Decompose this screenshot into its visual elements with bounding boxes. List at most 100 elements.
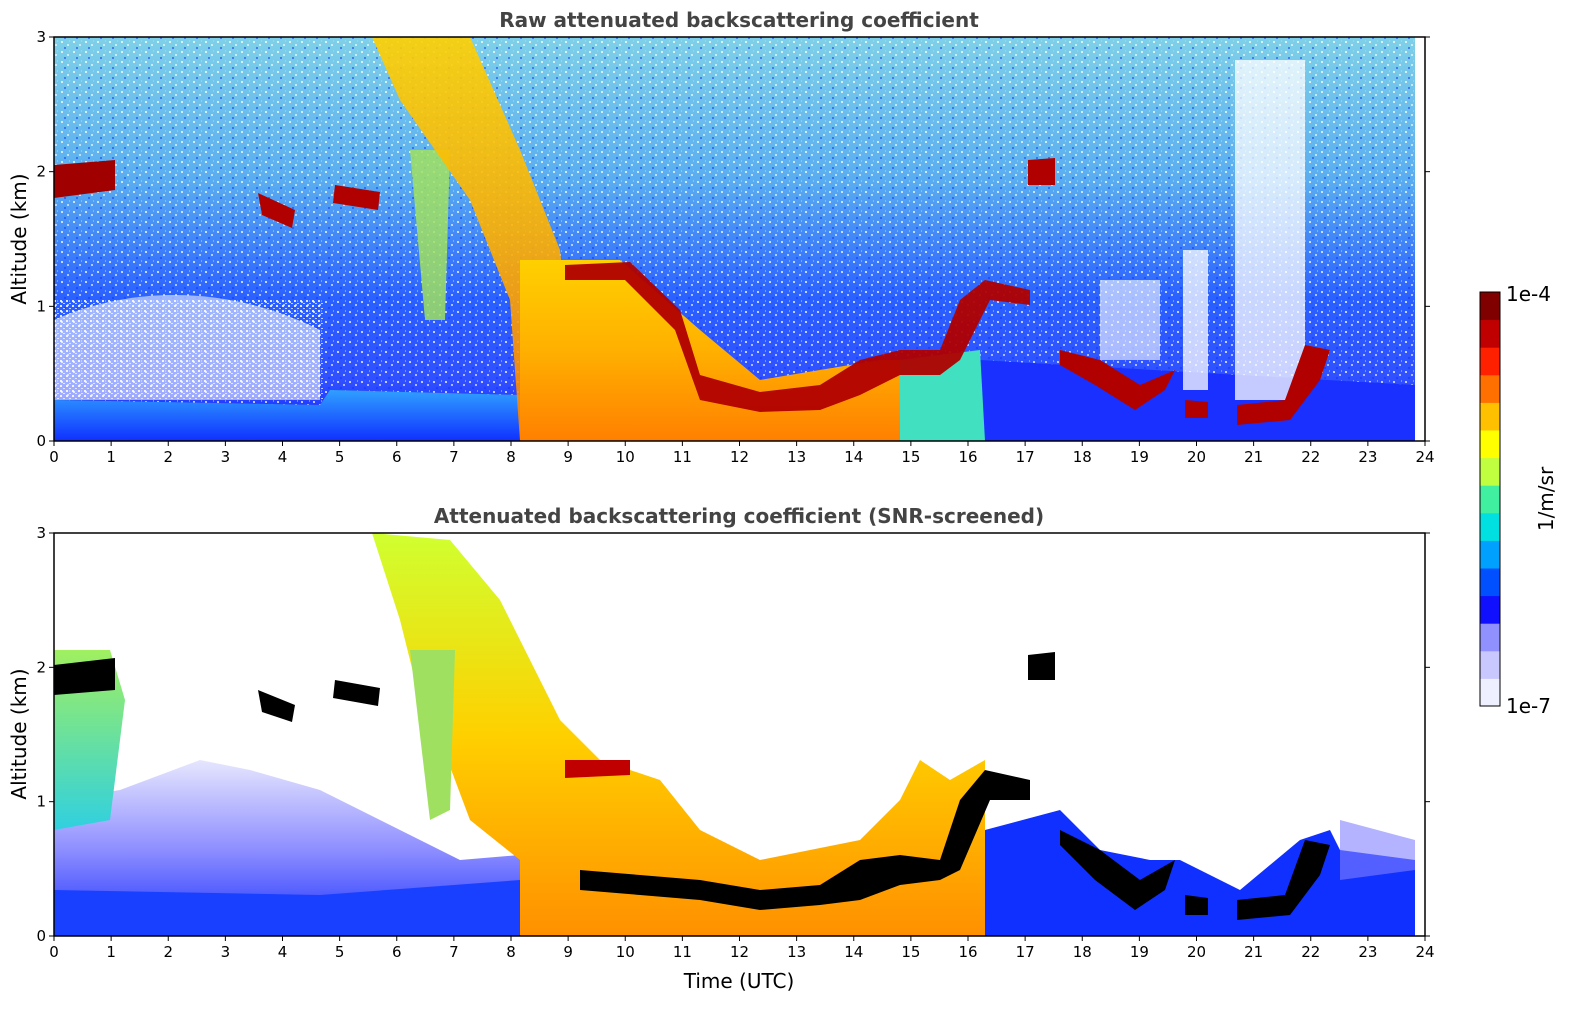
- colorbar-step: [1480, 430, 1500, 459]
- x-tick-label: 10: [616, 448, 635, 466]
- x-tick-label: 24: [1415, 448, 1434, 466]
- raw-noise-lower: [54, 300, 324, 400]
- y-tick-label: 3: [36, 28, 46, 46]
- x-tick-label: 6: [392, 943, 402, 961]
- y-tick-label: 3: [36, 524, 46, 542]
- colorbar-step: [1480, 595, 1500, 624]
- x-tick-label: 2: [163, 448, 173, 466]
- x-tick-label: 7: [449, 943, 459, 961]
- x-tick-label: 18: [1073, 943, 1092, 961]
- x-tick-label: 23: [1358, 943, 1377, 961]
- raw-gap-2: [1235, 60, 1305, 400]
- x-tick-label: 20: [1187, 448, 1206, 466]
- raw-gap-1: [1183, 250, 1208, 390]
- screened-blue-lower: [54, 880, 520, 936]
- colorbar-step: [1480, 623, 1500, 652]
- x-tick-label: 12: [730, 943, 749, 961]
- screened-right-pale: [1340, 820, 1415, 880]
- colorbar-step: [1480, 319, 1500, 348]
- colorbar-step: [1480, 457, 1500, 486]
- screened-y-axis-label: Altitude (km): [7, 668, 31, 799]
- x-tick-label: 3: [221, 448, 231, 466]
- raw-green-plume: [410, 150, 450, 320]
- x-tick-label: 1: [106, 448, 116, 466]
- x-tick-label: 1: [106, 943, 116, 961]
- x-tick-label: 3: [221, 943, 231, 961]
- x-axis-label: Time (UTC): [683, 969, 795, 993]
- raw-boundary-layer: [54, 390, 520, 441]
- screened-heatmap-field: [54, 533, 1425, 936]
- x-tick-label: 22: [1301, 448, 1320, 466]
- y-tick-label: 2: [36, 658, 46, 676]
- screened-x-ticks: 0 1 2 3 4 5 6 7 8 9 10 11 12 13 14 15 16 17 18 19 20 21 22 23 24: [49, 936, 1435, 961]
- colorbar-step: [1480, 485, 1500, 514]
- screened-y-ticks: 0 1 2 3: [36, 524, 1430, 945]
- x-tick-label: 12: [730, 448, 749, 466]
- x-tick-label: 10: [616, 943, 635, 961]
- raw-cloud-layer-2: [1060, 350, 1175, 410]
- colorbar-step: [1480, 374, 1500, 403]
- x-tick-label: 17: [1016, 448, 1035, 466]
- colorbar-max-label: 1e-4: [1506, 282, 1551, 306]
- x-tick-label: 5: [335, 448, 345, 466]
- x-tick-label: 14: [844, 943, 863, 961]
- x-tick-label: 18: [1073, 448, 1092, 466]
- raw-y-ticks: 0 1 2 3: [36, 28, 1430, 450]
- screened-cloud-layer-2: [1060, 830, 1175, 910]
- x-tick-label: 4: [278, 943, 288, 961]
- x-tick-label: 2: [163, 943, 173, 961]
- x-tick-label: 8: [506, 448, 516, 466]
- screened-cloud-layer-3: [1185, 895, 1208, 915]
- raw-cloud-layer-main: [565, 262, 1030, 412]
- x-tick-label: 19: [1130, 943, 1149, 961]
- raw-gap-3: [1100, 280, 1160, 360]
- raw-y-axis-label: Altitude (km): [7, 173, 31, 304]
- colorbar-step: [1480, 678, 1500, 707]
- x-tick-label: 14: [844, 448, 863, 466]
- raw-cloud-4: [1028, 158, 1055, 185]
- x-tick-label: 24: [1415, 943, 1434, 961]
- colorbar-step: [1480, 512, 1500, 541]
- raw-cloud-1: [54, 160, 115, 198]
- x-tick-label: 21: [1244, 448, 1263, 466]
- x-tick-label: 9: [563, 448, 573, 466]
- screened-green-column: [410, 650, 455, 820]
- y-tick-label: 2: [36, 163, 46, 181]
- colorbar-step: [1480, 540, 1500, 569]
- y-tick-label: 1: [36, 297, 46, 315]
- colorbar-step: [1480, 568, 1500, 597]
- screened-cloud-layer-main: [580, 770, 1030, 910]
- colorbar-frame: [1479, 291, 1501, 707]
- x-tick-label: 16: [958, 448, 977, 466]
- x-tick-label: 13: [787, 448, 806, 466]
- colorbar-step: [1480, 650, 1500, 679]
- panel-raw-title: Raw attenuated backscattering coefficien…: [499, 8, 979, 32]
- screened-cloud-3: [333, 680, 380, 706]
- x-tick-label: 9: [563, 943, 573, 961]
- screened-green-cloud-left: [54, 650, 125, 830]
- panel-screened: Attenuated backscattering coefficient (S…: [7, 504, 1435, 993]
- screened-cloud-2: [258, 690, 295, 722]
- screened-cloud-1: [54, 658, 115, 695]
- colorbar-min-label: 1e-7: [1506, 694, 1551, 718]
- x-tick-label: 19: [1130, 448, 1149, 466]
- x-tick-label: 16: [958, 943, 977, 961]
- colorbar-step: [1480, 402, 1500, 431]
- y-tick-label: 0: [36, 927, 46, 945]
- colorbar-step: [1480, 347, 1500, 376]
- x-tick-label: 0: [49, 943, 59, 961]
- x-tick-label: 7: [449, 448, 459, 466]
- panel-screened-title: Attenuated backscattering coefficient (S…: [434, 504, 1044, 528]
- x-tick-label: 0: [49, 448, 59, 466]
- x-tick-label: 15: [901, 943, 920, 961]
- x-tick-label: 15: [901, 448, 920, 466]
- y-tick-label: 1: [36, 793, 46, 811]
- x-tick-label: 11: [673, 943, 692, 961]
- x-tick-label: 20: [1187, 943, 1206, 961]
- colorbar: 1e-4 1e-7 1/m/sr: [1479, 282, 1558, 718]
- x-tick-label: 4: [278, 448, 288, 466]
- x-tick-label: 17: [1016, 943, 1035, 961]
- raw-cloud-2: [258, 193, 295, 228]
- x-tick-label: 21: [1244, 943, 1263, 961]
